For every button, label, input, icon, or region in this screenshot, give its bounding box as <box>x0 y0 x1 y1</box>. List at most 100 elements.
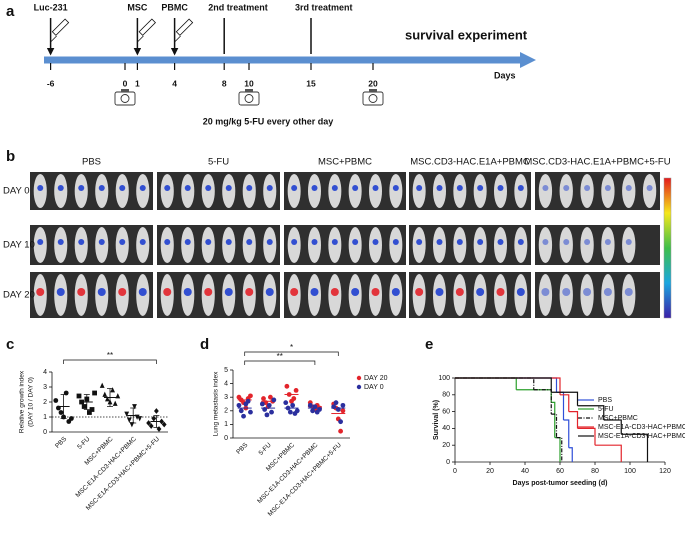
signal <box>290 288 299 296</box>
signal <box>391 288 400 296</box>
tick-label: 20 <box>368 78 378 88</box>
image-panel <box>30 272 153 318</box>
y-axis-label: (DAY 10 / DAY 0) <box>28 377 35 427</box>
camera-lens <box>244 94 254 103</box>
point <box>283 400 289 406</box>
signal <box>57 239 64 245</box>
signal <box>118 288 127 296</box>
signal <box>246 239 253 245</box>
survival-step <box>516 389 552 403</box>
signal <box>330 288 339 296</box>
survival-step <box>603 419 622 435</box>
syringe <box>138 18 156 36</box>
survival-step <box>556 437 563 462</box>
panel-label: e <box>425 336 433 353</box>
survival-step <box>551 391 579 406</box>
point <box>81 404 87 409</box>
survival-step <box>621 433 649 462</box>
event-label: MSC <box>127 2 148 12</box>
signal <box>455 288 464 296</box>
point <box>269 409 274 415</box>
signal <box>205 185 212 191</box>
column-label: MSC.CD3-HAC.E1A+PBMC+5-FU <box>524 157 670 168</box>
column-label: PBS <box>82 157 101 168</box>
signal <box>497 239 504 245</box>
note: 20 mg/kg 5-FU every other day <box>203 116 334 126</box>
event-label: PBMC <box>161 2 188 12</box>
image-panel <box>535 172 660 210</box>
camera-lens <box>120 94 130 103</box>
image-panel <box>284 172 406 210</box>
point <box>110 387 115 393</box>
signal <box>517 239 524 245</box>
syringe-needle <box>50 35 57 43</box>
legend-marker <box>356 375 362 381</box>
x-tick-label: 120 <box>659 468 671 475</box>
mouse <box>328 174 342 208</box>
signal <box>541 288 550 296</box>
point <box>293 388 299 393</box>
error-bar <box>130 407 137 424</box>
signal <box>331 185 338 191</box>
signal <box>36 288 45 296</box>
signal <box>456 239 463 245</box>
y-axis-label: Survival (%) <box>433 400 440 440</box>
signal <box>183 288 192 296</box>
survival-step <box>595 444 622 462</box>
panel-label: d <box>200 336 209 353</box>
y-tick-label: 3 <box>43 384 47 391</box>
signal <box>352 239 359 245</box>
point <box>307 402 313 408</box>
point <box>245 398 251 404</box>
y-axis-label: Relative growth index <box>19 370 26 433</box>
point <box>105 396 110 402</box>
tick-label: 4 <box>172 78 177 88</box>
row-label: DAY 0 <box>3 186 30 197</box>
signal <box>246 185 253 191</box>
signal <box>392 239 399 245</box>
signal <box>351 288 360 296</box>
y-tick-label: 1 <box>224 421 228 428</box>
y-tick-label: 0 <box>224 435 228 442</box>
signal <box>517 185 524 191</box>
signal <box>562 288 571 296</box>
survival-step <box>533 389 552 415</box>
survival-step <box>455 377 517 390</box>
point <box>287 409 293 415</box>
point <box>261 396 266 401</box>
significance-label: ** <box>277 352 283 361</box>
x-tick-label: 5-FU <box>76 435 91 450</box>
significance-label: ** <box>107 351 113 360</box>
signal <box>119 185 126 191</box>
signal <box>496 288 505 296</box>
mouse <box>580 174 594 208</box>
legend-label: MSC-E1A-CD3-HAC+PBMC <box>598 424 685 431</box>
x-tick-label: 80 <box>591 468 599 475</box>
column-label: MSC.CD3-HAC.E1A+PBMC <box>410 157 530 168</box>
signal <box>624 288 633 296</box>
y-tick-label: 5 <box>224 367 228 374</box>
camera-lens <box>368 94 378 103</box>
signal <box>37 239 44 245</box>
signal <box>436 239 443 245</box>
point <box>126 417 132 423</box>
mouse <box>601 174 615 208</box>
signal <box>291 185 298 191</box>
point <box>69 416 74 421</box>
mouse <box>538 174 553 208</box>
signal <box>291 239 298 245</box>
signal <box>97 288 106 296</box>
mouse <box>287 174 301 208</box>
point <box>248 393 253 399</box>
signal <box>164 239 171 245</box>
point <box>238 408 244 414</box>
signal <box>477 185 484 191</box>
error-bar <box>83 394 90 410</box>
point <box>340 402 346 408</box>
significance-bracket <box>63 359 157 364</box>
image-panel <box>284 225 406 265</box>
significance-label: * <box>290 343 293 352</box>
signal <box>563 239 570 245</box>
point <box>115 393 121 399</box>
